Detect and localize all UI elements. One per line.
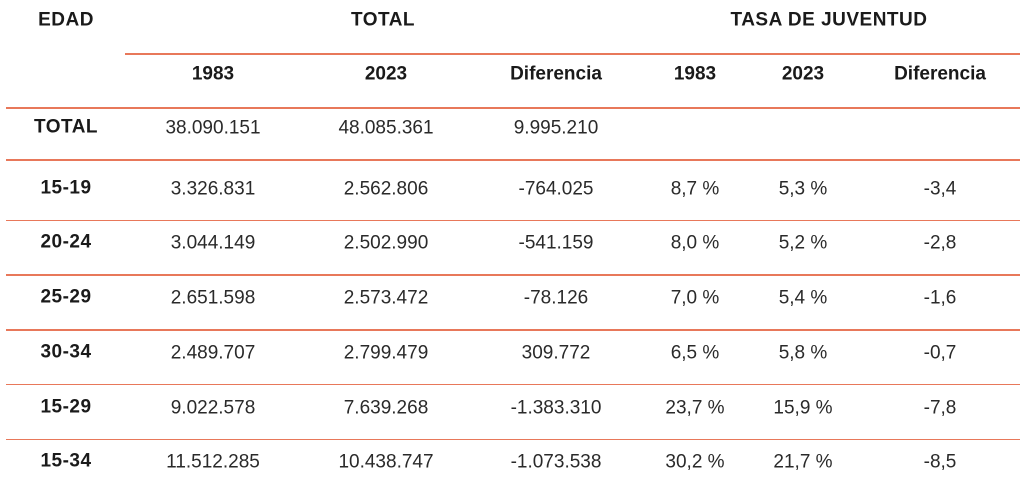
cell-total-1983: 11.512.285	[166, 451, 260, 473]
cell-total-1983: 38.090.151	[165, 117, 261, 139]
cell-tasa-1983: 6,5 %	[670, 342, 720, 364]
row-rule	[6, 159, 1020, 161]
cell-total-diferencia: -1.383.310	[510, 397, 602, 418]
subheader-tasa-2023: 2023	[781, 63, 825, 85]
cell-total-diferencia: -1.073.538	[510, 451, 602, 473]
cell-tasa-2023: 5,4 %	[778, 287, 828, 309]
row-label: 15-19	[40, 177, 92, 199]
subheader-tasa-1983: 1983	[673, 63, 717, 85]
cell-tasa-1983: 30,2 %	[665, 451, 725, 473]
row-rule	[6, 329, 1020, 331]
row-rule	[6, 107, 1020, 109]
cell-total-1983: 2.651.598	[170, 287, 256, 309]
cell-total-diferencia: 309.772	[521, 342, 591, 364]
cell-tasa-diferencia: -1,6	[923, 287, 957, 309]
row-rule	[6, 219, 1020, 222]
cell-tasa-diferencia: -7,8	[923, 397, 957, 418]
cell-tasa-diferencia: -2,8	[923, 232, 957, 254]
cell-total-1983: 9.022.578	[170, 397, 256, 418]
cell-total-2023: 48.085.361	[338, 117, 434, 139]
cell-tasa-2023: 15,9 %	[773, 397, 833, 418]
cell-tasa-1983: 7,0 %	[670, 287, 720, 309]
cell-total-1983: 3.044.149	[170, 232, 256, 254]
header-rule	[125, 53, 1020, 55]
cell-total-diferencia: -764.025	[518, 178, 594, 200]
row-rule	[6, 438, 1020, 440]
cell-total-2023: 2.502.990	[343, 232, 429, 254]
cell-tasa-diferencia: -3,4	[923, 178, 957, 200]
header-total: TOTAL	[350, 9, 416, 31]
row-label: 15-34	[40, 450, 92, 472]
cell-tasa-2023: 5,8 %	[778, 342, 828, 364]
cell-total-2023: 2.799.479	[343, 342, 429, 364]
cell-total-1983: 2.489.707	[170, 342, 256, 364]
cell-tasa-2023: 21,7 %	[773, 451, 833, 473]
cell-tasa-1983: 23,7 %	[665, 397, 725, 418]
cell-total-2023: 2.573.472	[343, 287, 429, 309]
cell-total-diferencia: -78.126	[523, 287, 589, 309]
cell-tasa-2023: 5,2 %	[778, 232, 828, 254]
header-tasa-de-juventud: TASA DE JUVENTUD	[730, 9, 928, 31]
cell-tasa-2023: 5,3 %	[778, 178, 828, 200]
cell-total-diferencia: -541.159	[518, 232, 594, 254]
subheader-total-1983: 1983	[191, 63, 235, 85]
cell-tasa-diferencia: -8,5	[923, 451, 957, 473]
cell-total-diferencia: 9.995.210	[513, 117, 599, 139]
row-rule	[6, 383, 1020, 386]
cell-total-2023: 10.438.747	[338, 451, 434, 473]
row-label: 15-29	[40, 396, 92, 417]
row-label: 25-29	[40, 286, 92, 308]
cell-total-2023: 2.562.806	[343, 178, 429, 200]
subheader-total-2023: 2023	[364, 63, 408, 85]
cell-tasa-1983: 8,7 %	[670, 178, 720, 200]
subheader-tasa-diferencia: Diferencia	[894, 63, 986, 85]
cell-tasa-1983: 8,0 %	[670, 232, 720, 254]
header-edad: EDAD	[38, 9, 94, 31]
subheader-total-diferencia: Diferencia	[510, 63, 602, 85]
row-label: 30-34	[40, 341, 92, 363]
cell-tasa-diferencia: -0,7	[923, 342, 957, 364]
cell-total-2023: 7.639.268	[343, 397, 429, 418]
row-label: 20-24	[40, 231, 92, 253]
row-label: TOTAL	[33, 116, 99, 138]
cell-total-1983: 3.326.831	[170, 178, 256, 200]
row-rule	[6, 274, 1020, 276]
